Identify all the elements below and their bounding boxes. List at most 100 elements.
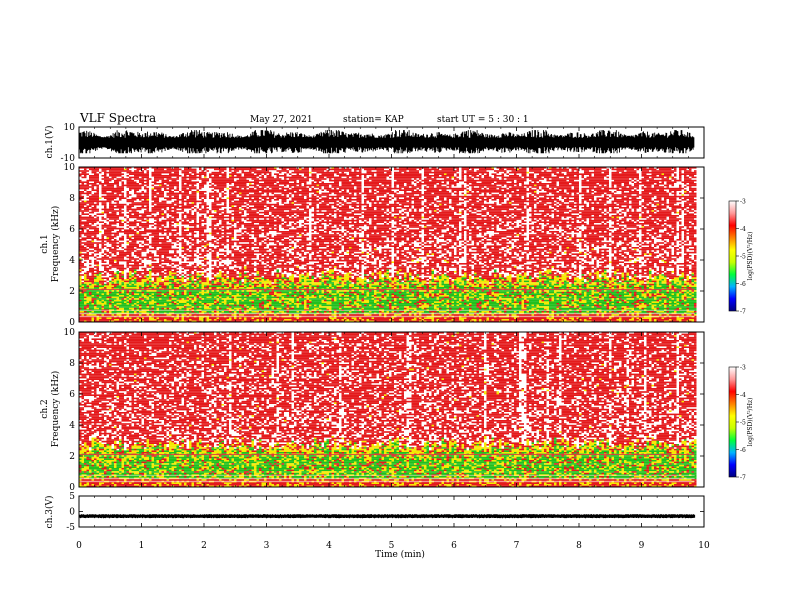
spectrogram-cell bbox=[176, 186, 179, 188]
spectrogram-cell bbox=[231, 176, 234, 179]
spectrogram-cell bbox=[106, 234, 109, 236]
spectrogram-cell bbox=[151, 256, 154, 259]
spectrogram-cell bbox=[131, 242, 134, 244]
spectrogram-cell bbox=[89, 216, 92, 219]
spectrogram-cell bbox=[136, 280, 139, 283]
spectrogram-cell bbox=[169, 199, 172, 201]
spectrogram-cell bbox=[156, 298, 159, 300]
spectrogram-cell bbox=[99, 299, 102, 302]
spectrogram-cell bbox=[206, 240, 209, 243]
spectrogram-cell bbox=[136, 253, 139, 255]
spectrogram-cell bbox=[191, 298, 194, 300]
spectrogram-cell bbox=[204, 191, 207, 193]
spectrogram-cell bbox=[246, 189, 249, 191]
spectrogram-cell bbox=[161, 253, 164, 255]
spectrogram-cell bbox=[144, 207, 147, 209]
spectrogram-cell bbox=[226, 274, 229, 276]
spectrogram-cell bbox=[166, 170, 169, 172]
spectrogram-cell bbox=[171, 253, 174, 255]
spectrogram-cell bbox=[141, 291, 144, 294]
spectrogram-cell bbox=[169, 301, 172, 303]
spectrogram-cell bbox=[116, 200, 119, 203]
spectrogram-cell bbox=[146, 173, 149, 175]
spectrogram-cell bbox=[216, 167, 219, 169]
spectrogram-cell bbox=[209, 240, 212, 243]
spectrogram-cell bbox=[134, 210, 137, 212]
spectrogram-cell bbox=[81, 247, 84, 249]
spectrogram-cell bbox=[194, 307, 197, 310]
spectrogram-cell bbox=[164, 184, 167, 187]
spectrogram-cell bbox=[111, 226, 114, 228]
spectrogram-cell bbox=[149, 269, 152, 271]
spectrogram-cell bbox=[191, 231, 194, 233]
spectrogram-cell bbox=[136, 183, 139, 185]
spectrogram-cell bbox=[244, 267, 247, 270]
spectrogram-cell bbox=[234, 280, 237, 283]
spectrogram-cell bbox=[169, 245, 172, 247]
spectrogram-cell bbox=[171, 173, 174, 175]
spectrogram-cell bbox=[199, 251, 202, 254]
spectrogram-cell bbox=[116, 304, 119, 307]
spectrogram-cell bbox=[216, 296, 219, 299]
spectrogram-cell bbox=[229, 248, 232, 251]
spectrogram-cell bbox=[119, 255, 122, 257]
spectrogram-cell bbox=[129, 295, 132, 297]
spectrogram-cell bbox=[141, 319, 144, 321]
spectrogram-cell bbox=[101, 287, 104, 289]
spectrogram-cell bbox=[154, 231, 157, 233]
spectrogram-cell bbox=[219, 255, 222, 257]
spectrogram-cell bbox=[111, 243, 114, 246]
spectrogram-cell bbox=[91, 271, 94, 273]
spectrogram-cell bbox=[216, 195, 219, 198]
spectrogram-cell bbox=[224, 219, 227, 222]
spectrogram-cell bbox=[234, 303, 237, 305]
spectrogram-cell bbox=[224, 301, 227, 303]
spectrogram-cell bbox=[171, 202, 174, 204]
spectrogram-cell bbox=[134, 181, 137, 183]
spectrogram-cell bbox=[106, 197, 109, 199]
spectrogram-cell bbox=[231, 229, 234, 231]
spectrogram-cell bbox=[109, 234, 112, 236]
spectrogram-cell bbox=[191, 175, 194, 177]
spectrogram-cell bbox=[219, 317, 222, 319]
spectrogram-cell bbox=[96, 295, 99, 297]
spectrogram-cell bbox=[129, 239, 132, 241]
spectrogram-cell bbox=[186, 283, 189, 286]
spectrogram-cell bbox=[241, 235, 244, 238]
spectrogram-cell bbox=[91, 195, 94, 198]
spectrogram-cell bbox=[216, 175, 219, 177]
spectrogram-cell bbox=[244, 203, 247, 206]
spectrogram-cell bbox=[184, 181, 187, 183]
spectrogram-cell bbox=[204, 291, 207, 294]
spectrogram-cell bbox=[189, 299, 192, 302]
spectrogram-cell bbox=[241, 274, 244, 276]
spectrogram-cell bbox=[241, 320, 244, 322]
spectrogram-cell bbox=[84, 210, 87, 212]
spectrogram-cell bbox=[96, 181, 99, 183]
spectrogram-cell bbox=[219, 170, 222, 172]
spectrogram-cell bbox=[186, 304, 189, 307]
spectrogram-cell bbox=[244, 229, 247, 231]
spectrogram-cell bbox=[89, 301, 92, 303]
spectrogram-cell bbox=[221, 189, 224, 191]
spectrogram-cell bbox=[136, 197, 139, 199]
spectrogram-cell bbox=[171, 299, 174, 302]
spectrogram-cell bbox=[104, 301, 107, 303]
spectrogram-cell bbox=[239, 255, 242, 257]
spectrogram-cell bbox=[86, 191, 89, 193]
spectrogram-cell bbox=[131, 173, 134, 175]
spectrogram-cell bbox=[161, 200, 164, 203]
spectrogram-cell bbox=[86, 231, 89, 233]
spectrogram-cell bbox=[216, 186, 219, 188]
spectrogram-cell bbox=[121, 195, 124, 198]
spectrogram-cell bbox=[171, 293, 174, 295]
spectrogram-cell bbox=[81, 202, 84, 204]
spectrogram-cell bbox=[244, 207, 247, 209]
spectrogram-cell bbox=[141, 320, 144, 322]
spectrogram-cell bbox=[134, 259, 137, 262]
spectrogram-cell bbox=[119, 251, 122, 254]
spectrogram-cell bbox=[174, 173, 177, 175]
spectrogram-cell bbox=[116, 167, 119, 169]
spectrogram-cell bbox=[236, 274, 239, 276]
spectrogram-cell bbox=[199, 239, 202, 241]
